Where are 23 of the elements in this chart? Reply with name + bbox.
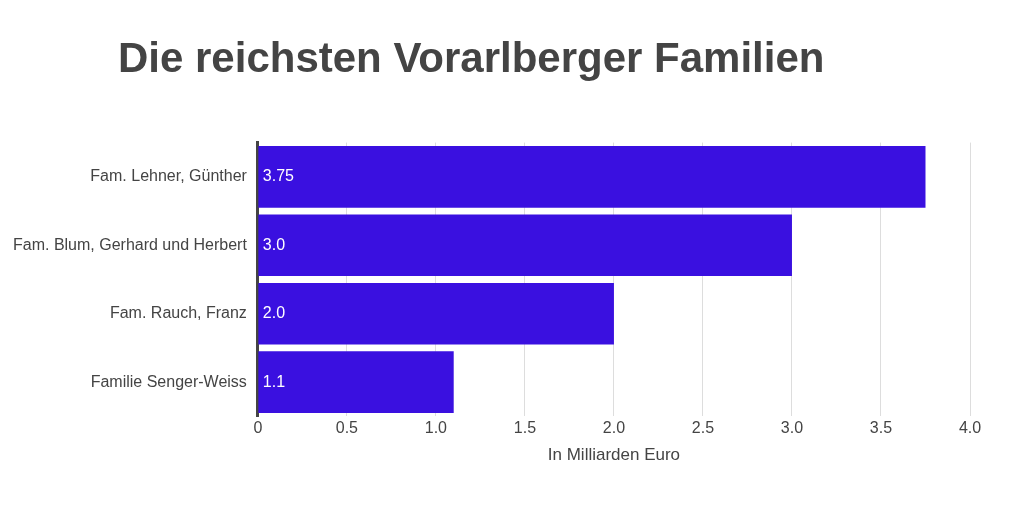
y-tick-label: Fam. Lehner, Günther — [90, 167, 248, 185]
bar — [258, 146, 926, 208]
chart-title: Die reichsten Vorarlberger Familien — [118, 34, 825, 82]
x-tick-label: 3.0 — [780, 419, 804, 437]
x-tick-label: 4.0 — [958, 419, 982, 437]
data-label: 3.75 — [262, 167, 295, 185]
x-tick-label: 2.5 — [691, 419, 715, 437]
x-axis-title: In Milliarden Euro — [547, 445, 681, 465]
y-tick-label: Fam. Rauch, Franz — [109, 304, 247, 322]
bar — [258, 214, 792, 277]
data-label: 3.0 — [262, 235, 286, 253]
x-tick-label: 2.0 — [602, 419, 626, 437]
x-tick-label: 3.5 — [869, 419, 893, 437]
x-tick-label: 0 — [253, 419, 263, 437]
bar — [258, 351, 454, 413]
data-label: 1.1 — [262, 372, 286, 390]
y-tick-label: Fam. Blum, Gerhard und Herbert — [12, 235, 248, 253]
bar — [258, 282, 614, 345]
data-label: 2.0 — [262, 304, 286, 322]
x-tick-label: 1.0 — [424, 419, 448, 437]
x-tick-label: 0.5 — [335, 419, 359, 437]
y-tick-label: Familie Senger-Weiss — [90, 372, 247, 390]
x-tick-label: 1.5 — [513, 419, 537, 437]
